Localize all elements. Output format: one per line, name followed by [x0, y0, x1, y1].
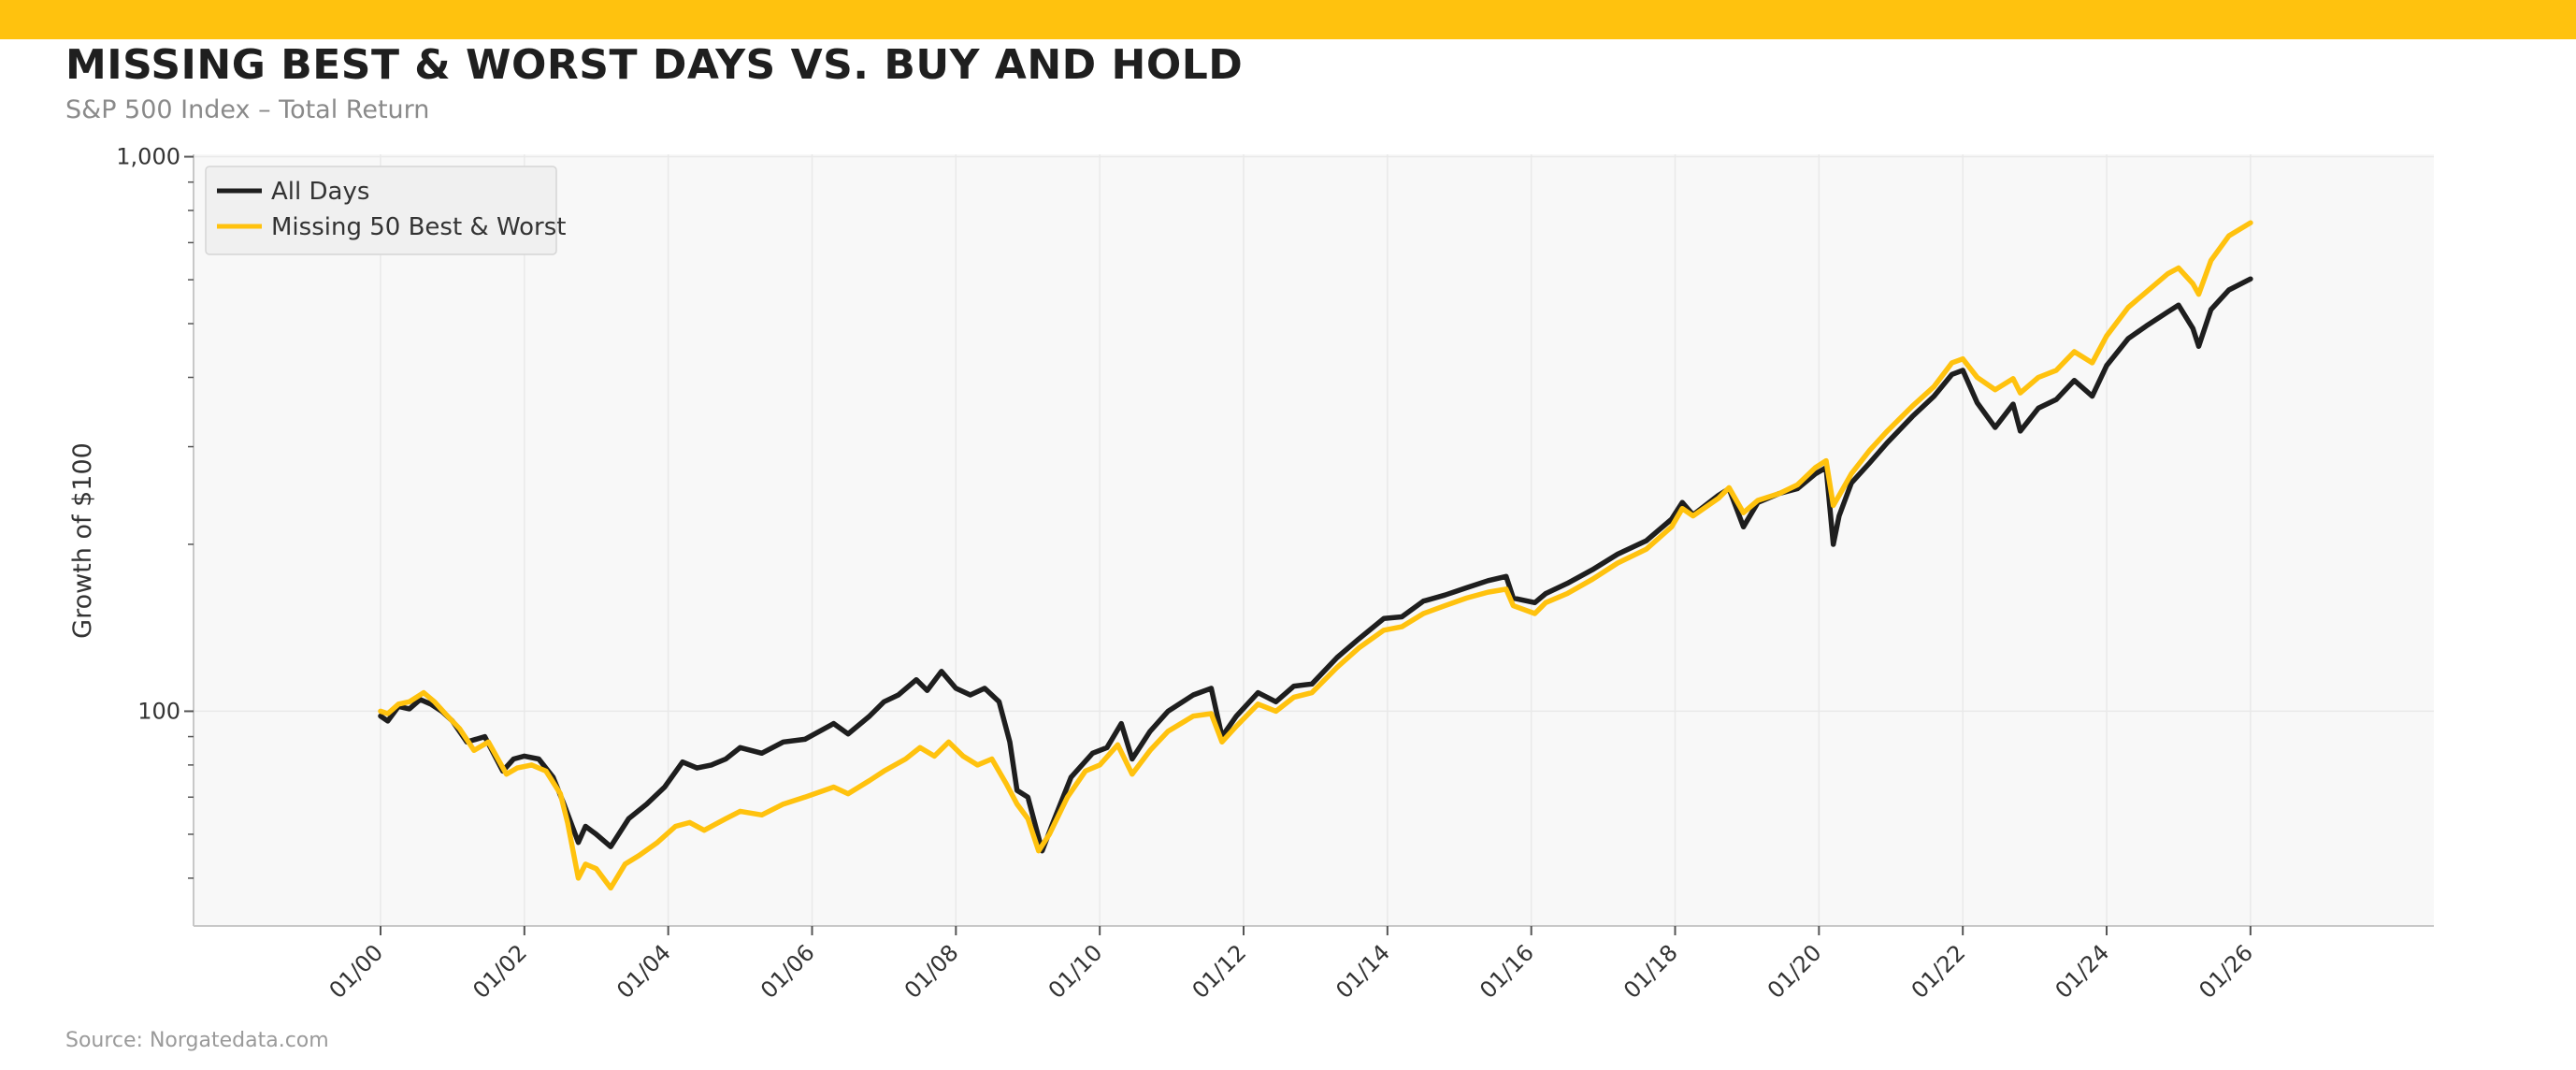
y-tick-label: 1,000	[116, 144, 180, 170]
y-tick-label: 100	[137, 698, 180, 724]
x-tick-label: 01/26	[2194, 939, 2258, 1004]
x-tick-label: 01/18	[1619, 939, 1683, 1004]
x-tick-label: 01/14	[1331, 939, 1395, 1004]
x-tick-label: 01/08	[899, 939, 964, 1004]
legend-label-all-days: All Days	[271, 178, 369, 206]
x-tick-label: 01/20	[1763, 939, 1827, 1004]
x-tick-label: 01/06	[756, 939, 820, 1004]
x-tick-label: 01/10	[1043, 939, 1108, 1004]
plot-area	[194, 154, 2434, 926]
legend-box	[205, 166, 557, 255]
x-tick-label: 01/12	[1187, 939, 1252, 1004]
chart-subtitle: S&P 500 Index – Total Return	[65, 95, 430, 124]
legend-label-missing-best-worst: Missing 50 Best & Worst	[271, 213, 566, 241]
x-tick-label: 01/04	[612, 939, 676, 1004]
series-line-missing-best-worst	[378, 220, 2253, 891]
x-tick-label: 01/00	[324, 939, 389, 1004]
series-group	[378, 220, 2253, 891]
top-accent-bar	[0, 0, 2576, 39]
grid-lines	[194, 154, 2434, 926]
x-tick-label: 01/24	[2051, 939, 2115, 1004]
legend: All Days Missing 50 Best & Worst	[205, 166, 566, 255]
x-tick-label: 01/22	[1907, 939, 1971, 1004]
x-tick-label: 01/02	[468, 939, 532, 1004]
chart-title: MISSING BEST & WORST DAYS VS. BUY AND HO…	[65, 41, 1244, 89]
y-axis-title: Growth of $100	[68, 442, 97, 639]
x-tick-label: 01/16	[1475, 939, 1539, 1004]
source-note: Source: Norgatedata.com	[65, 1029, 329, 1052]
series-line-all-days	[378, 276, 2253, 854]
